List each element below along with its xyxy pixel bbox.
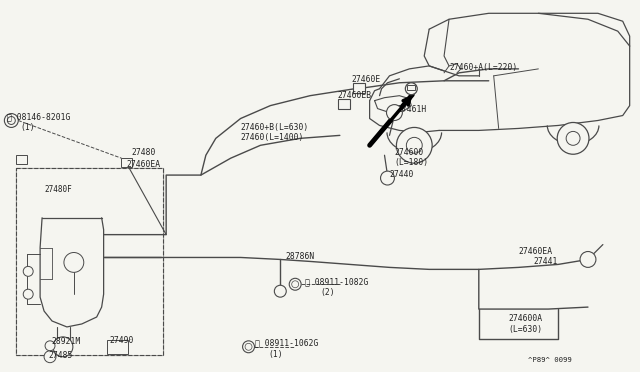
Bar — [407, 85, 415, 90]
Circle shape — [23, 266, 33, 276]
Circle shape — [243, 341, 255, 353]
Bar — [338, 99, 350, 109]
Circle shape — [566, 131, 580, 145]
Text: 274600: 274600 — [394, 148, 424, 157]
Text: 27485: 27485 — [48, 351, 72, 360]
Text: 27480: 27480 — [131, 148, 156, 157]
Text: 27460EB: 27460EB — [338, 91, 372, 100]
Text: 27490: 27490 — [109, 336, 134, 345]
Text: 27460+A(L=220): 27460+A(L=220) — [449, 63, 517, 72]
Text: 27480F: 27480F — [44, 185, 72, 194]
Text: 28921M: 28921M — [51, 337, 80, 346]
Circle shape — [45, 341, 55, 351]
Text: (1): (1) — [20, 124, 35, 132]
Circle shape — [406, 137, 422, 153]
Text: ^P89^ 0099: ^P89^ 0099 — [529, 357, 572, 363]
Text: 27460E: 27460E — [352, 75, 381, 84]
Text: (1): (1) — [268, 350, 283, 359]
Bar — [122, 158, 132, 167]
Text: Ⓑ 08146-8201G: Ⓑ 08146-8201G — [7, 113, 71, 122]
Text: 27460EA: 27460EA — [127, 160, 161, 169]
Text: 274600A: 274600A — [509, 314, 543, 323]
Text: 28786N: 28786N — [285, 251, 314, 260]
Bar — [16, 168, 163, 355]
Circle shape — [580, 251, 596, 267]
Circle shape — [4, 113, 19, 128]
Text: 27441: 27441 — [533, 257, 558, 266]
Bar — [353, 83, 365, 93]
Text: 27461H: 27461H — [397, 105, 427, 113]
Text: Ⓝ 08911-1062G: Ⓝ 08911-1062G — [255, 339, 319, 348]
Circle shape — [396, 128, 432, 163]
Bar — [107, 340, 129, 354]
Text: (L=180): (L=180) — [394, 158, 429, 167]
Circle shape — [245, 343, 252, 350]
Circle shape — [405, 83, 417, 95]
Circle shape — [387, 105, 403, 121]
Bar — [16, 168, 163, 355]
Circle shape — [289, 278, 301, 290]
Text: (L=630): (L=630) — [509, 325, 543, 334]
Bar — [16, 155, 28, 164]
Circle shape — [557, 122, 589, 154]
Circle shape — [64, 253, 84, 272]
Text: Ⓝ 08911-1082G: Ⓝ 08911-1082G — [305, 277, 369, 286]
Circle shape — [292, 281, 299, 288]
Text: 27460EA: 27460EA — [518, 247, 552, 256]
Text: 27440: 27440 — [390, 170, 414, 179]
Circle shape — [44, 351, 56, 363]
Text: 27460(L=1400): 27460(L=1400) — [241, 134, 304, 142]
Circle shape — [7, 116, 15, 125]
Circle shape — [275, 285, 286, 297]
Text: 27460+B(L=630): 27460+B(L=630) — [241, 124, 309, 132]
Circle shape — [53, 337, 73, 357]
Circle shape — [23, 289, 33, 299]
Circle shape — [381, 171, 394, 185]
Text: (2): (2) — [320, 288, 335, 297]
